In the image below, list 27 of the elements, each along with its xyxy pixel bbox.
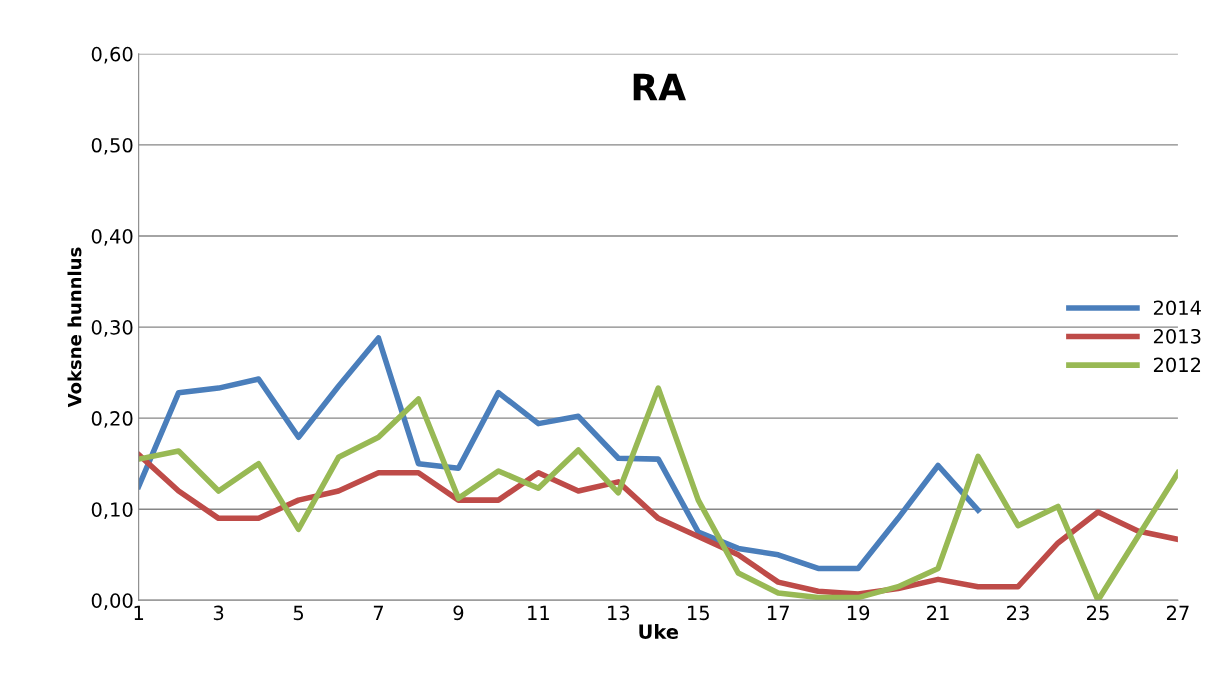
y-tick-label: 0,20 [91, 411, 133, 428]
legend-label: 2014 [1153, 300, 1201, 316]
x-tick-label: 3 [213, 605, 224, 621]
x-tick-label: 13 [608, 605, 630, 621]
x-tick-label: 25 [1087, 605, 1109, 621]
x-tick-label: 23 [1007, 605, 1029, 621]
y-tick-label: 0,00 [91, 593, 133, 610]
chart-title: RA [633, 73, 686, 101]
x-tick-label: 11 [528, 605, 549, 620]
y-tick-label: 0,40 [91, 228, 133, 246]
x-tick-label: 1 [134, 605, 144, 620]
x-axis-title: Uke [639, 624, 679, 640]
x-tick-label: 7 [373, 605, 384, 620]
y-tick-label: 0,50 [91, 137, 133, 155]
x-tick-label: 5 [293, 605, 304, 621]
y-tick-label: 0,30 [91, 320, 133, 337]
x-tick-label: 15 [688, 605, 709, 621]
legend-label: 2012 [1153, 357, 1201, 373]
y-tick-label: 0,60 [91, 46, 133, 64]
y-tick-label: 0,10 [91, 502, 133, 519]
y-axis-title: Voksne hunnlus [67, 247, 82, 408]
x-tick-label: 9 [453, 605, 464, 621]
x-tick-label: 27 [1166, 605, 1189, 620]
x-tick-label: 19 [847, 605, 870, 621]
x-tick-label: 21 [927, 605, 949, 620]
legend-label: 2013 [1153, 328, 1201, 344]
x-tick-label: 17 [767, 605, 789, 620]
